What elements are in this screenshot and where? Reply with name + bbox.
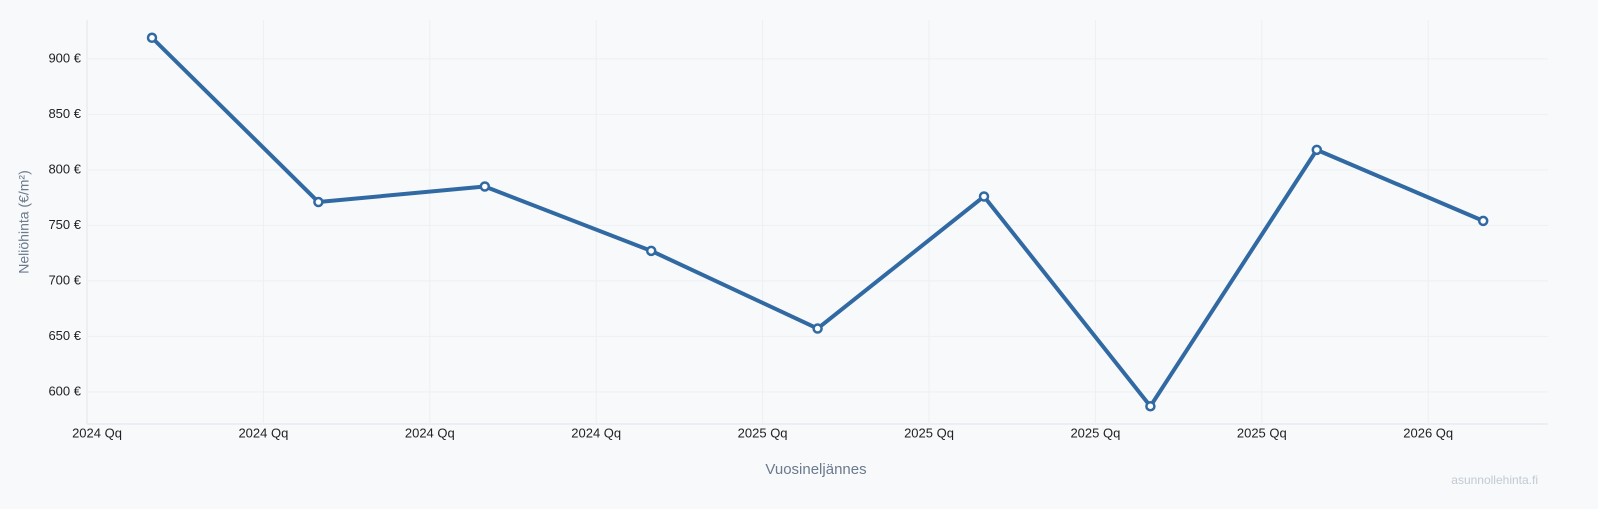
y-tick-label: 700 € bbox=[48, 272, 81, 287]
x-tick-label: 2025 Qq bbox=[1237, 425, 1287, 440]
point bbox=[479, 181, 491, 192]
y-tick-label: 600 € bbox=[48, 383, 81, 398]
y-axis-title: Neliöhinta (€/m²) bbox=[16, 170, 32, 273]
y-tick-label: 800 € bbox=[48, 161, 81, 176]
x-tick-label: 2024 Qq bbox=[72, 425, 122, 440]
point bbox=[812, 323, 823, 334]
x-tick-label: 2024 Qq bbox=[571, 425, 621, 440]
x-axis-title: Vuosineljännes bbox=[765, 461, 866, 478]
x-tick-label: 2025 Qq bbox=[904, 425, 954, 440]
y-tick-label: 850 € bbox=[48, 106, 81, 121]
y-tick-label: 750 € bbox=[48, 217, 81, 232]
point bbox=[313, 196, 324, 208]
point bbox=[146, 32, 158, 44]
y-tick-label: 900 € bbox=[48, 50, 81, 65]
x-tick-label: 2024 Qq bbox=[405, 425, 455, 440]
x-tick-label: 2026 Qq bbox=[1403, 425, 1453, 440]
x-tick-label: 2025 Qq bbox=[1070, 425, 1120, 440]
x-tick-label: 2025 Qq bbox=[738, 425, 788, 440]
watermark: asunnollehinta.fi bbox=[1451, 473, 1538, 487]
point bbox=[978, 191, 990, 202]
y-tick-label: 650 € bbox=[48, 328, 81, 343]
point bbox=[1477, 215, 1489, 227]
x-tick-label: 2024 Qq bbox=[238, 425, 288, 440]
point bbox=[1311, 144, 1323, 156]
point bbox=[1145, 400, 1156, 412]
point bbox=[645, 245, 657, 257]
